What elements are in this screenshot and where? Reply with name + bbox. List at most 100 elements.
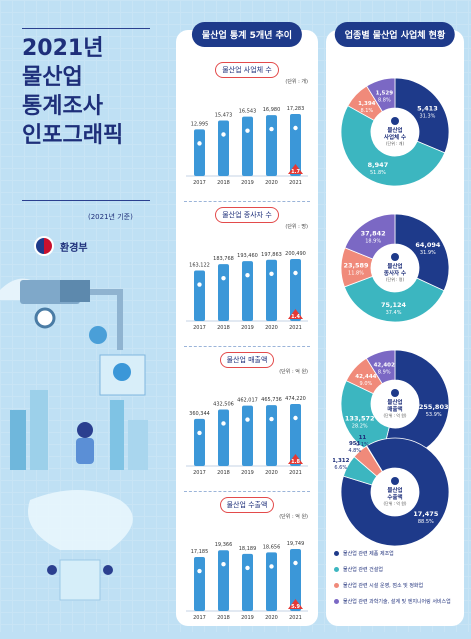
water-drop-icon [113, 363, 131, 381]
section-divider [184, 491, 310, 492]
donut-center-unit: (단위 : 명) [386, 276, 404, 282]
slice-value-label: 133,572 [345, 415, 375, 423]
bar [290, 114, 301, 176]
slice-value-label: 17,475 [413, 510, 439, 518]
bar-value-label: 16,543 [239, 109, 257, 115]
bar-value-label: 17,283 [287, 106, 305, 112]
bar [242, 116, 253, 176]
bar-value-label: 465,736 [261, 397, 282, 403]
x-tick-label: 2020 [265, 180, 278, 186]
donut-center-title: 물산업 [387, 486, 402, 494]
bar-chart-title: 물산업 수출액 [176, 497, 318, 513]
bar [194, 418, 205, 466]
growth-arrow-icon [288, 454, 303, 464]
section-divider [184, 201, 310, 202]
bar [194, 270, 205, 321]
water-drop-icon [245, 565, 250, 571]
drop-gear-icon [89, 326, 107, 344]
bar [242, 553, 253, 611]
water-drop-icon [245, 128, 250, 133]
slice-percent-label: 31.3% [420, 113, 436, 119]
sector-column-heading: 업종별 물산업 사업체 현황 [334, 22, 456, 47]
bar-value-label: 18,189 [239, 546, 257, 552]
x-tick-label: 2021 [289, 180, 302, 186]
category-icon [391, 477, 399, 485]
category-icon [391, 389, 399, 397]
bar-value-label: 462,017 [237, 398, 258, 404]
bar-value-label: 16,980 [263, 107, 281, 113]
donut-center-title: 매출액 [387, 405, 402, 413]
government-emblem-icon [34, 236, 54, 256]
person-icon [103, 565, 113, 575]
legend-swatch [334, 567, 339, 572]
slice-percent-label: 11.8% [348, 271, 364, 277]
building-icon [10, 410, 26, 470]
bar-value-label: 474,220 [285, 396, 306, 402]
slice-percent-label: 31.9% [420, 250, 436, 256]
donut-slice [394, 213, 450, 292]
bar [194, 557, 205, 611]
bar-chart: 360,344 2017 432,506 2018 462,017 2019 465,736… [186, 396, 308, 476]
donut-center-title: 물산업 [387, 398, 402, 406]
growth-rate-label: 1.7 [291, 169, 300, 175]
water-drop-icon [269, 416, 274, 422]
bar-value-label: 197,863 [261, 252, 282, 258]
water-drop-icon [221, 562, 226, 567]
bar-value-label: 19,366 [215, 542, 233, 548]
page-title: 2021년 물산업 통계조사 인포그래픽 [22, 34, 152, 150]
bar [266, 259, 277, 321]
legend-item: 물산업 관련 제품 제조업 [334, 550, 460, 557]
bar [242, 405, 253, 466]
water-drop-icon [269, 126, 274, 132]
x-tick-label: 2017 [193, 470, 206, 476]
bar-chart-title: 물산업 종사자 수 [176, 207, 318, 223]
slice-value-label: 11 [359, 435, 367, 441]
bar-value-label: 432,506 [213, 401, 234, 407]
x-tick-label: 2018 [217, 325, 230, 331]
title-line-4: 인포그래픽 [22, 123, 124, 148]
basis-year: (2021년 기준) [88, 213, 133, 221]
bar-chart-title: 물산업 매출액 [176, 352, 318, 368]
water-drop-icon [221, 421, 226, 426]
bar [266, 405, 277, 466]
slice-percent-label: 8.8% [378, 97, 391, 103]
slice-value-label: 42,402 [374, 363, 395, 369]
donut-slice [340, 380, 390, 457]
donut-center-title: 수출액 [387, 493, 402, 501]
trend-column-heading: 물산업 통계 5개년 추이 [191, 22, 303, 47]
water-drop-icon [293, 560, 298, 566]
bar-chart: 17,185 2017 19,366 2018 18,189 2019 18,656 2020… [186, 541, 308, 621]
bar-chart: 163,122 2017 183,768 2018 193,460 2019 197,863… [186, 251, 308, 331]
valve-icon [34, 307, 56, 329]
donut-center-title: 물산업 [387, 126, 402, 134]
donut-center-unit: (단위 : 억 원) [383, 500, 406, 506]
bar-chart-unit: (단위 : 명) [285, 224, 308, 230]
bar [242, 261, 253, 321]
x-tick-label: 2021 [289, 325, 302, 331]
bar-value-label: 18,656 [263, 544, 281, 550]
bar-value-label: 183,768 [213, 256, 234, 262]
x-tick-label: 2019 [241, 470, 254, 476]
x-tick-label: 2021 [289, 615, 302, 621]
water-drop-icon [221, 275, 226, 281]
x-tick-label: 2019 [241, 180, 254, 186]
bar-chart: 12,995 2017 15,473 2018 16,543 2019 16,980 2020… [186, 106, 308, 186]
slice-value-label: 5,413 [417, 104, 438, 112]
water-drop-icon [245, 272, 250, 278]
slice-value-label: 255,803 [419, 403, 449, 411]
slice-percent-label: 18.9% [365, 239, 381, 245]
donut-center [372, 109, 418, 155]
donut-center-unit: (단위 : 개) [386, 140, 404, 146]
bar-chart-title: 물산업 사업체 수 [176, 62, 318, 78]
water-drop-icon [221, 132, 226, 137]
slice-value-label: 64,094 [415, 241, 441, 249]
x-tick-label: 2019 [241, 615, 254, 621]
left-panel: 2021년 물산업 통계조사 인포그래픽 (2021년 기준) 환경부 [0, 0, 170, 632]
person-icon [77, 422, 93, 438]
slice-value-label: 951 [349, 441, 361, 447]
donut-slice [394, 77, 450, 154]
donut-center [372, 381, 418, 427]
slice-value-label: 1,529 [376, 90, 394, 96]
